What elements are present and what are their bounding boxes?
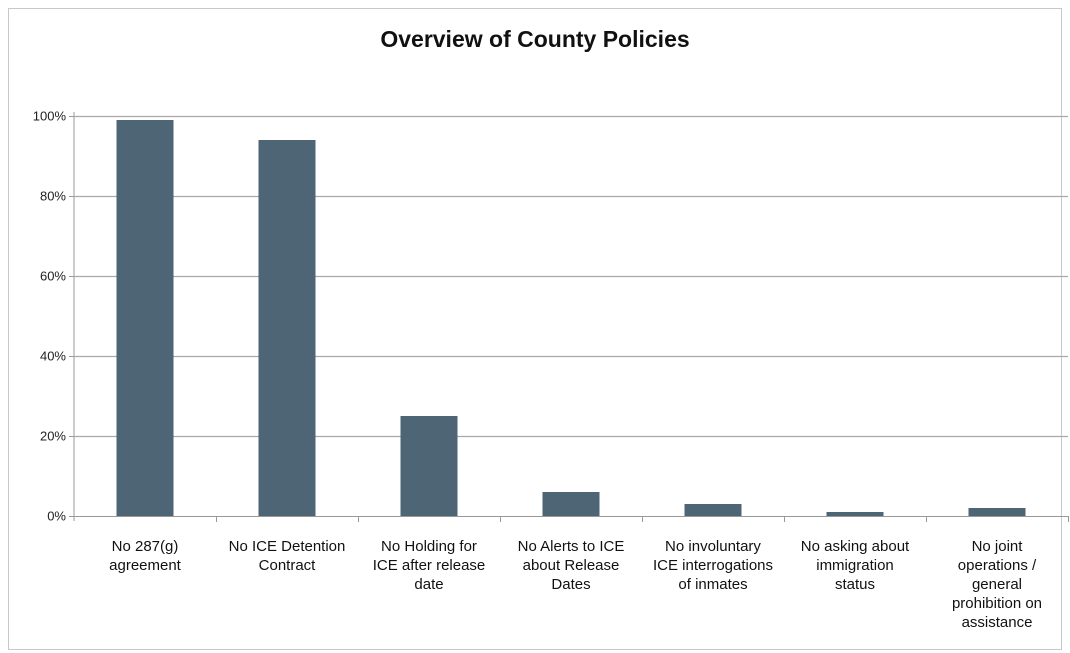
y-tick-label: 100%	[33, 109, 67, 124]
x-category-label: No Alerts to ICE about Release Dates	[518, 538, 625, 593]
x-category-label: No involuntary ICE interrogations of inmat…	[653, 538, 773, 593]
x-category-label: No 287(g) agreement	[109, 538, 182, 574]
bar	[826, 512, 884, 516]
x-category-label: No joint operations / general prohibition o…	[952, 538, 1042, 631]
bar	[400, 416, 458, 516]
bar	[968, 508, 1026, 516]
y-tick-label: 40%	[40, 349, 66, 364]
bar	[684, 504, 742, 516]
bar	[116, 120, 174, 516]
bar	[542, 492, 600, 516]
chart-title: Overview of County Policies	[380, 26, 690, 52]
y-tick-label: 0%	[47, 509, 66, 524]
bar	[258, 140, 316, 516]
x-category-label: No asking about immigration status	[801, 538, 910, 593]
x-category-label: No ICE Detention Contract	[229, 538, 346, 574]
y-tick-label: 80%	[40, 189, 66, 204]
y-tick-label: 60%	[40, 269, 66, 284]
x-category-label: No Holding for ICE after release date	[373, 538, 486, 593]
y-tick-label: 20%	[40, 429, 66, 444]
chart-frame	[8, 8, 1062, 650]
